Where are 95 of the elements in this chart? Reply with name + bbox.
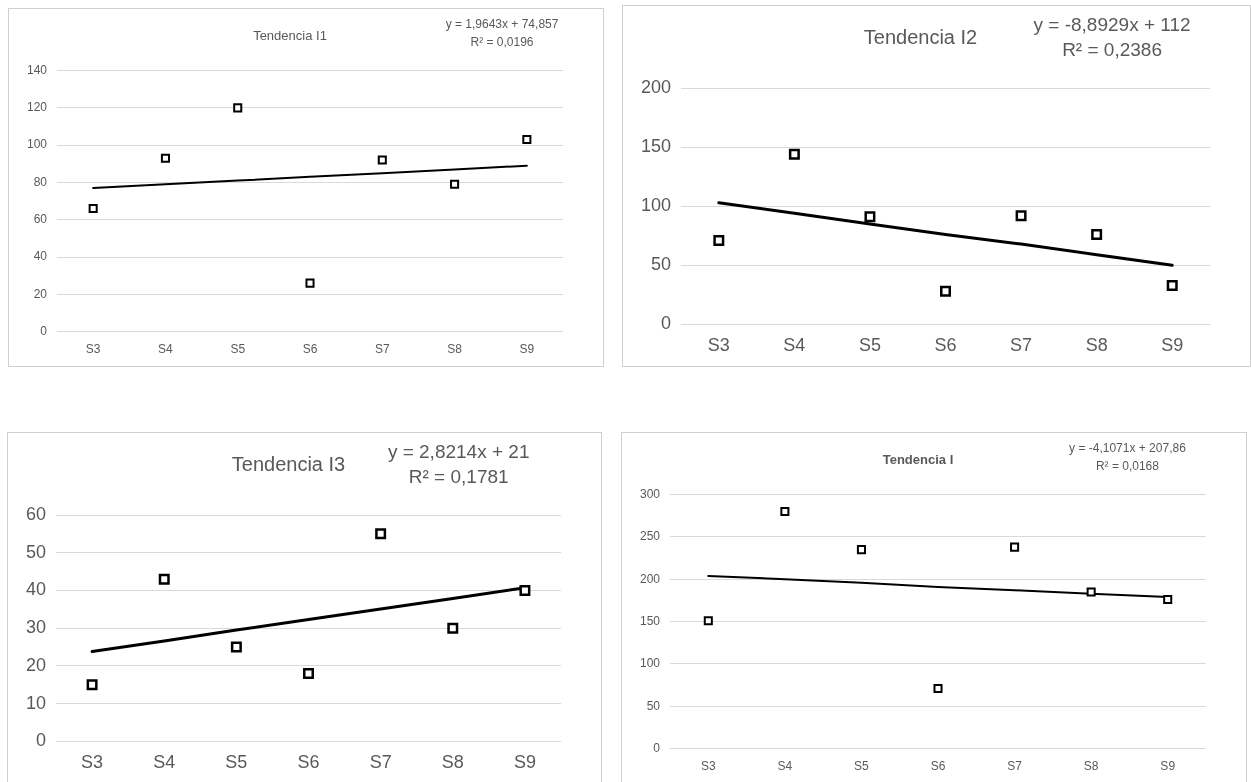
y-tick-label: 0 <box>661 313 672 334</box>
y-tick-label: 0 <box>36 730 47 751</box>
x-tick-label: S7 <box>1010 335 1033 356</box>
y-tick-label: 20 <box>25 654 47 675</box>
x-tick-label: S7 <box>369 752 392 773</box>
x-tick-label: S8 <box>441 752 464 773</box>
chart-title: Tendencia I3 <box>231 452 346 475</box>
point <box>1010 542 1020 552</box>
y-tick-label: 100 <box>640 195 672 216</box>
y-tick-label: 100 <box>26 137 48 152</box>
y-tick-label: 60 <box>33 212 48 227</box>
text: R² = 0,1781 <box>408 465 509 487</box>
x-tick-label: S4 <box>153 752 176 773</box>
y-tick-label: 300 <box>639 486 661 501</box>
y-tick-label: 50 <box>646 698 661 713</box>
text: R² = 0,0168 <box>1095 459 1160 474</box>
x-tick-label: S7 <box>374 342 390 357</box>
x-tick-label: S3 <box>707 335 730 356</box>
y-tick-label: 200 <box>639 571 661 586</box>
y-tick-label: 250 <box>639 529 661 544</box>
point <box>1163 595 1173 605</box>
point <box>856 545 866 555</box>
y-tick-label: 40 <box>25 579 47 600</box>
y-tick-label: 50 <box>651 254 672 275</box>
point <box>86 679 98 691</box>
point <box>88 204 98 214</box>
x-tick-label: S3 <box>81 752 104 773</box>
y-tick-label: 30 <box>25 617 47 638</box>
x-tick-label: S3 <box>85 342 101 357</box>
y-tick-label: 0 <box>653 740 661 755</box>
point <box>522 135 532 145</box>
x-tick-label: S6 <box>930 759 946 774</box>
point <box>1086 587 1096 597</box>
text: y = 2,8214x + 21 <box>387 440 530 462</box>
x-tick-label: S6 <box>302 342 318 357</box>
x-tick-label: S9 <box>1161 335 1184 356</box>
chart-title: Tendencia I1 <box>253 28 327 44</box>
text: R² = 0,0196 <box>470 35 534 50</box>
x-tick-label: S8 <box>1085 335 1108 356</box>
x-tick-label: S8 <box>447 342 463 357</box>
point <box>160 153 170 163</box>
chart-title: Tendencia I2 <box>863 25 978 48</box>
point <box>233 103 243 113</box>
x-tick-label: S5 <box>854 759 870 774</box>
point <box>447 622 459 634</box>
text: y = -8,8929x + 112 <box>1033 13 1191 35</box>
y-tick-label: 150 <box>639 613 661 628</box>
x-tick-label: S4 <box>783 335 806 356</box>
y-tick-label: 100 <box>639 656 661 671</box>
x-tick-label: S4 <box>777 759 793 774</box>
x-tick-label: S9 <box>519 342 535 357</box>
point <box>519 584 531 596</box>
point <box>703 616 713 626</box>
point <box>377 155 387 165</box>
chart-title: Tendencia I <box>882 452 954 468</box>
point <box>1091 229 1103 241</box>
y-tick-label: 140 <box>26 62 48 77</box>
point <box>1166 279 1178 291</box>
point <box>933 683 943 694</box>
y-tick-label: 50 <box>25 541 47 562</box>
x-tick-label: S9 <box>513 752 536 773</box>
x-tick-label: S3 <box>700 759 716 774</box>
y-tick-label: 40 <box>33 249 48 264</box>
y-tick-label: 20 <box>33 286 48 301</box>
point <box>158 573 170 585</box>
text: R² = 0,2386 <box>1062 38 1162 60</box>
text: y = 1,9643x + 74,857 <box>445 17 559 32</box>
x-tick-label: S5 <box>225 752 248 773</box>
x-tick-label: S7 <box>1007 759 1023 774</box>
x-tick-label: S6 <box>297 752 320 773</box>
point <box>450 179 460 189</box>
y-tick-label: 0 <box>40 323 48 338</box>
point <box>713 234 725 246</box>
point <box>303 667 314 679</box>
y-tick-label: 150 <box>640 136 672 157</box>
point <box>375 528 387 540</box>
point <box>940 285 952 297</box>
point <box>230 641 242 653</box>
y-tick-label: 80 <box>33 174 48 189</box>
x-tick-label: S5 <box>858 335 881 356</box>
text: y = -4,1071x + 207,86 <box>1069 441 1187 456</box>
y-tick-label: 10 <box>25 692 47 713</box>
y-tick-label: 200 <box>640 76 672 97</box>
point <box>788 148 800 160</box>
point <box>864 211 876 223</box>
y-tick-label: 120 <box>26 100 48 115</box>
x-tick-label: S5 <box>230 342 246 357</box>
x-tick-label: S4 <box>158 342 174 357</box>
point <box>305 278 315 288</box>
x-tick-label: S6 <box>934 335 957 356</box>
x-tick-label: S8 <box>1083 759 1099 774</box>
point <box>1015 210 1027 222</box>
y-tick-label: 60 <box>25 503 47 524</box>
x-tick-label: S9 <box>1160 759 1176 774</box>
point <box>780 507 790 517</box>
